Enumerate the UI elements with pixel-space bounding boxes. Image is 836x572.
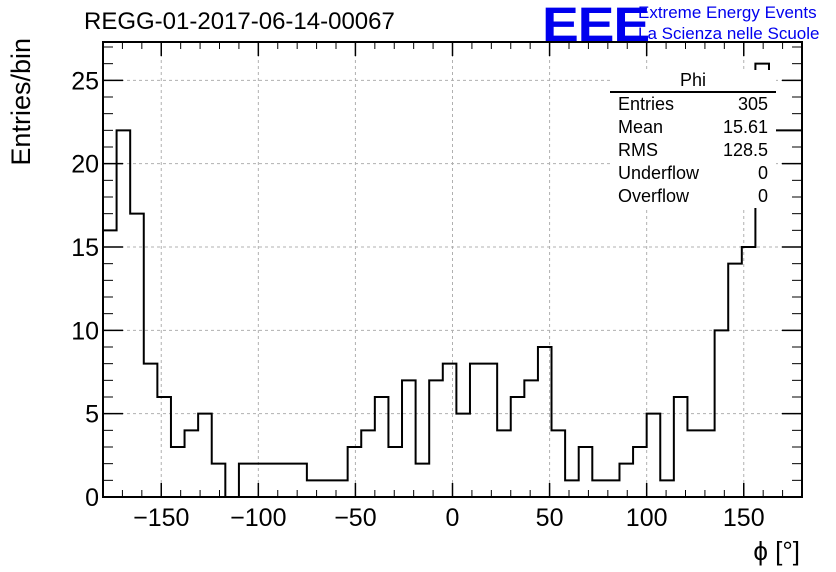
x-axis-label: ϕ [°] (753, 536, 800, 566)
x-tick-label: −150 (133, 504, 189, 532)
stats-label: Mean (618, 117, 664, 137)
stats-row-mean: Mean 15.61 (610, 116, 776, 139)
eee-logo: EEE (542, 0, 650, 52)
stats-row-rms: RMS 128.5 (610, 139, 776, 162)
x-tick-label: 100 (626, 504, 668, 532)
stats-row-entries: Entries 305 (610, 93, 776, 116)
x-tick-label: 0 (446, 504, 460, 532)
x-tick-label: 150 (723, 504, 765, 532)
stats-title: Phi (610, 70, 776, 93)
stats-value: 15.61 (722, 117, 768, 137)
stats-label: RMS (618, 140, 658, 160)
y-tick-label: 20 (71, 151, 99, 179)
y-tick-label: 0 (85, 484, 99, 512)
axis-ticks (102, 42, 803, 498)
y-tick-label: 5 (85, 401, 99, 429)
y-tick-label: 25 (71, 67, 99, 95)
stats-label: Underflow (618, 163, 700, 183)
logo-tagline-2: La Scienza nelle Scuole (638, 24, 820, 43)
stats-label: Entries (618, 94, 675, 114)
y-tick-label: 15 (71, 234, 99, 262)
stats-label: Overflow (618, 186, 690, 206)
stats-value: 128.5 (722, 140, 768, 160)
stats-box: Phi Entries 305 Mean 15.61 RMS 128.5 Und… (610, 70, 776, 208)
x-tick-label: −100 (230, 504, 286, 532)
stats-value: 0 (757, 163, 768, 183)
x-tick-label: 50 (536, 504, 564, 532)
stats-row-overflow: Overflow 0 (610, 185, 776, 208)
y-tick-label: 10 (71, 317, 99, 345)
stats-row-underflow: Underflow 0 (610, 162, 776, 185)
x-tick-label: −50 (334, 504, 376, 532)
stats-value: 0 (757, 186, 768, 206)
logo-tagline-1: Extreme Energy Events (638, 3, 817, 22)
stats-value: 305 (737, 94, 768, 114)
chart-title: REGG-01-2017-06-14-00067 (84, 8, 395, 35)
tick-labels: −150 −100 −50 0 50 100 150 0 5 10 15 20 25 (71, 67, 764, 532)
histogram-outline (103, 62, 802, 498)
y-axis-label: Entries/bin (6, 38, 36, 166)
